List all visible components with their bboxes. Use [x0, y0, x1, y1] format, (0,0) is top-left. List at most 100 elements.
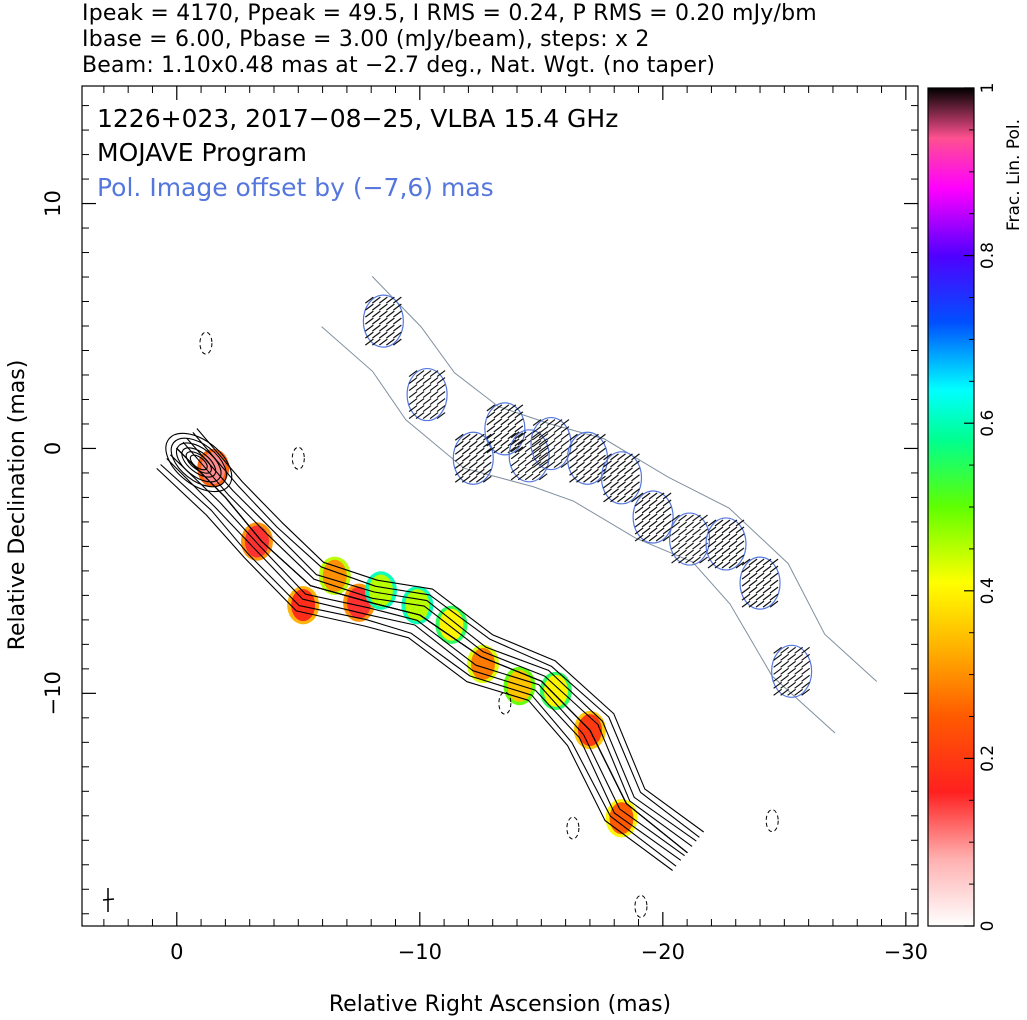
- evpa-tick: [648, 534, 658, 542]
- evpa-tick: [517, 431, 527, 439]
- evpa-tick: [475, 433, 485, 441]
- evpa-tick: [631, 460, 640, 468]
- evpa-tick: [648, 499, 658, 507]
- evpa-tick: [500, 432, 510, 440]
- evpa-tick: [773, 667, 782, 675]
- evpa-tick: [624, 481, 633, 489]
- evpa-tick: [678, 535, 687, 543]
- evpa-tick: [546, 440, 556, 448]
- evpa-tick: [678, 556, 687, 564]
- core-contour: [165, 432, 233, 493]
- evpa-tick: [415, 412, 425, 420]
- evpa-tick: [415, 384, 425, 392]
- pol-image-outer-contour: [371, 276, 878, 682]
- evpa-tick: [610, 474, 619, 482]
- evpa-tick: [392, 303, 402, 311]
- evpa-tick: [475, 461, 485, 469]
- evpa-tick: [532, 440, 542, 448]
- evpa-tick: [801, 660, 810, 668]
- evpa-tick: [603, 488, 612, 496]
- negative-contour: [566, 816, 580, 840]
- evpa-tick: [475, 447, 485, 455]
- evpa-tick: [671, 535, 680, 543]
- fpol-region: [322, 559, 347, 592]
- stokes-i-contour: [176, 447, 688, 854]
- evpa-tick: [801, 646, 810, 654]
- x-tick-label: 0: [170, 940, 183, 964]
- evpa-tick: [617, 481, 626, 489]
- evpa-tick: [468, 433, 478, 441]
- stokes-i-contour: [156, 467, 673, 871]
- evpa-tick: [678, 542, 687, 550]
- evpa-tick: [553, 419, 563, 427]
- evpa-tick: [524, 459, 534, 467]
- evpa-tick: [493, 432, 503, 440]
- evpa-tick: [741, 586, 751, 594]
- evpa-tick: [385, 310, 395, 318]
- evpa-tick: [415, 398, 425, 406]
- evpa-tick: [436, 377, 446, 385]
- evpa-tick: [617, 467, 626, 475]
- evpa-tick: [539, 426, 549, 434]
- evpa-tick: [728, 533, 738, 541]
- stokes-i-contour: [176, 447, 688, 854]
- evpa-tick: [482, 447, 492, 455]
- evpa-tick: [532, 454, 542, 462]
- evpa-tick: [692, 528, 701, 536]
- evpa-tick: [524, 438, 534, 446]
- evpa-tick: [531, 466, 541, 474]
- evpa-tick: [538, 459, 548, 467]
- evpa-tick: [748, 579, 758, 587]
- evpa-tick: [378, 310, 388, 318]
- evpa-tick: [583, 454, 592, 462]
- evpa-tick: [655, 520, 665, 528]
- evpa-tick: [482, 461, 492, 469]
- x-axis-label: Relative Right Ascension (mas): [329, 992, 671, 1017]
- evpa-tick: [461, 461, 471, 469]
- evpa-tick: [538, 431, 548, 439]
- evpa-tick: [408, 398, 418, 406]
- negative-contour: [291, 446, 305, 470]
- evpa-tick: [714, 519, 724, 527]
- evpa-tick: [507, 425, 517, 433]
- y-tick-label: −10: [41, 671, 65, 715]
- evpa-tick: [482, 468, 492, 476]
- evpa-tick: [603, 460, 612, 468]
- stokes-i-contour: [176, 447, 688, 854]
- evpa-tick: [486, 418, 496, 426]
- evpa-tick: [787, 674, 796, 682]
- evpa-tick: [762, 586, 772, 594]
- evpa-tick: [486, 411, 496, 419]
- evpa-tick: [553, 440, 563, 448]
- evpa-tick: [500, 425, 510, 433]
- stokes-i-contour: [176, 447, 688, 854]
- evpa-tick: [429, 398, 439, 406]
- evpa-tick: [692, 542, 701, 550]
- evpa-tick: [546, 433, 556, 441]
- evpa-tick: [707, 554, 717, 562]
- evpa-tick: [801, 674, 810, 682]
- evpa-tick: [560, 419, 570, 427]
- evpa-tick: [714, 533, 724, 541]
- evpa-tick: [507, 411, 517, 419]
- evpa-tick: [648, 506, 658, 514]
- evpa-tick: [728, 526, 738, 534]
- evpa-tick: [553, 433, 563, 441]
- stokes-i-contour: [192, 432, 700, 838]
- evpa-tick: [597, 454, 606, 462]
- evpa-tick: [685, 535, 694, 543]
- evpa-tick: [475, 440, 485, 448]
- evpa-tick: [590, 440, 599, 448]
- evpa-tick: [780, 681, 789, 689]
- pol-contour: [508, 429, 550, 483]
- core-contour: [176, 442, 222, 483]
- evpa-tick: [721, 519, 731, 527]
- evpa-tick: [610, 460, 619, 468]
- axis-ticks: 0 −10 −20 −30 10 0 −10: [41, 86, 928, 964]
- evpa-tick: [371, 338, 381, 346]
- evpa-tick: [583, 433, 592, 441]
- evpa-tick: [787, 681, 796, 689]
- evpa-tick: [699, 528, 708, 536]
- evpa-tick: [553, 454, 563, 462]
